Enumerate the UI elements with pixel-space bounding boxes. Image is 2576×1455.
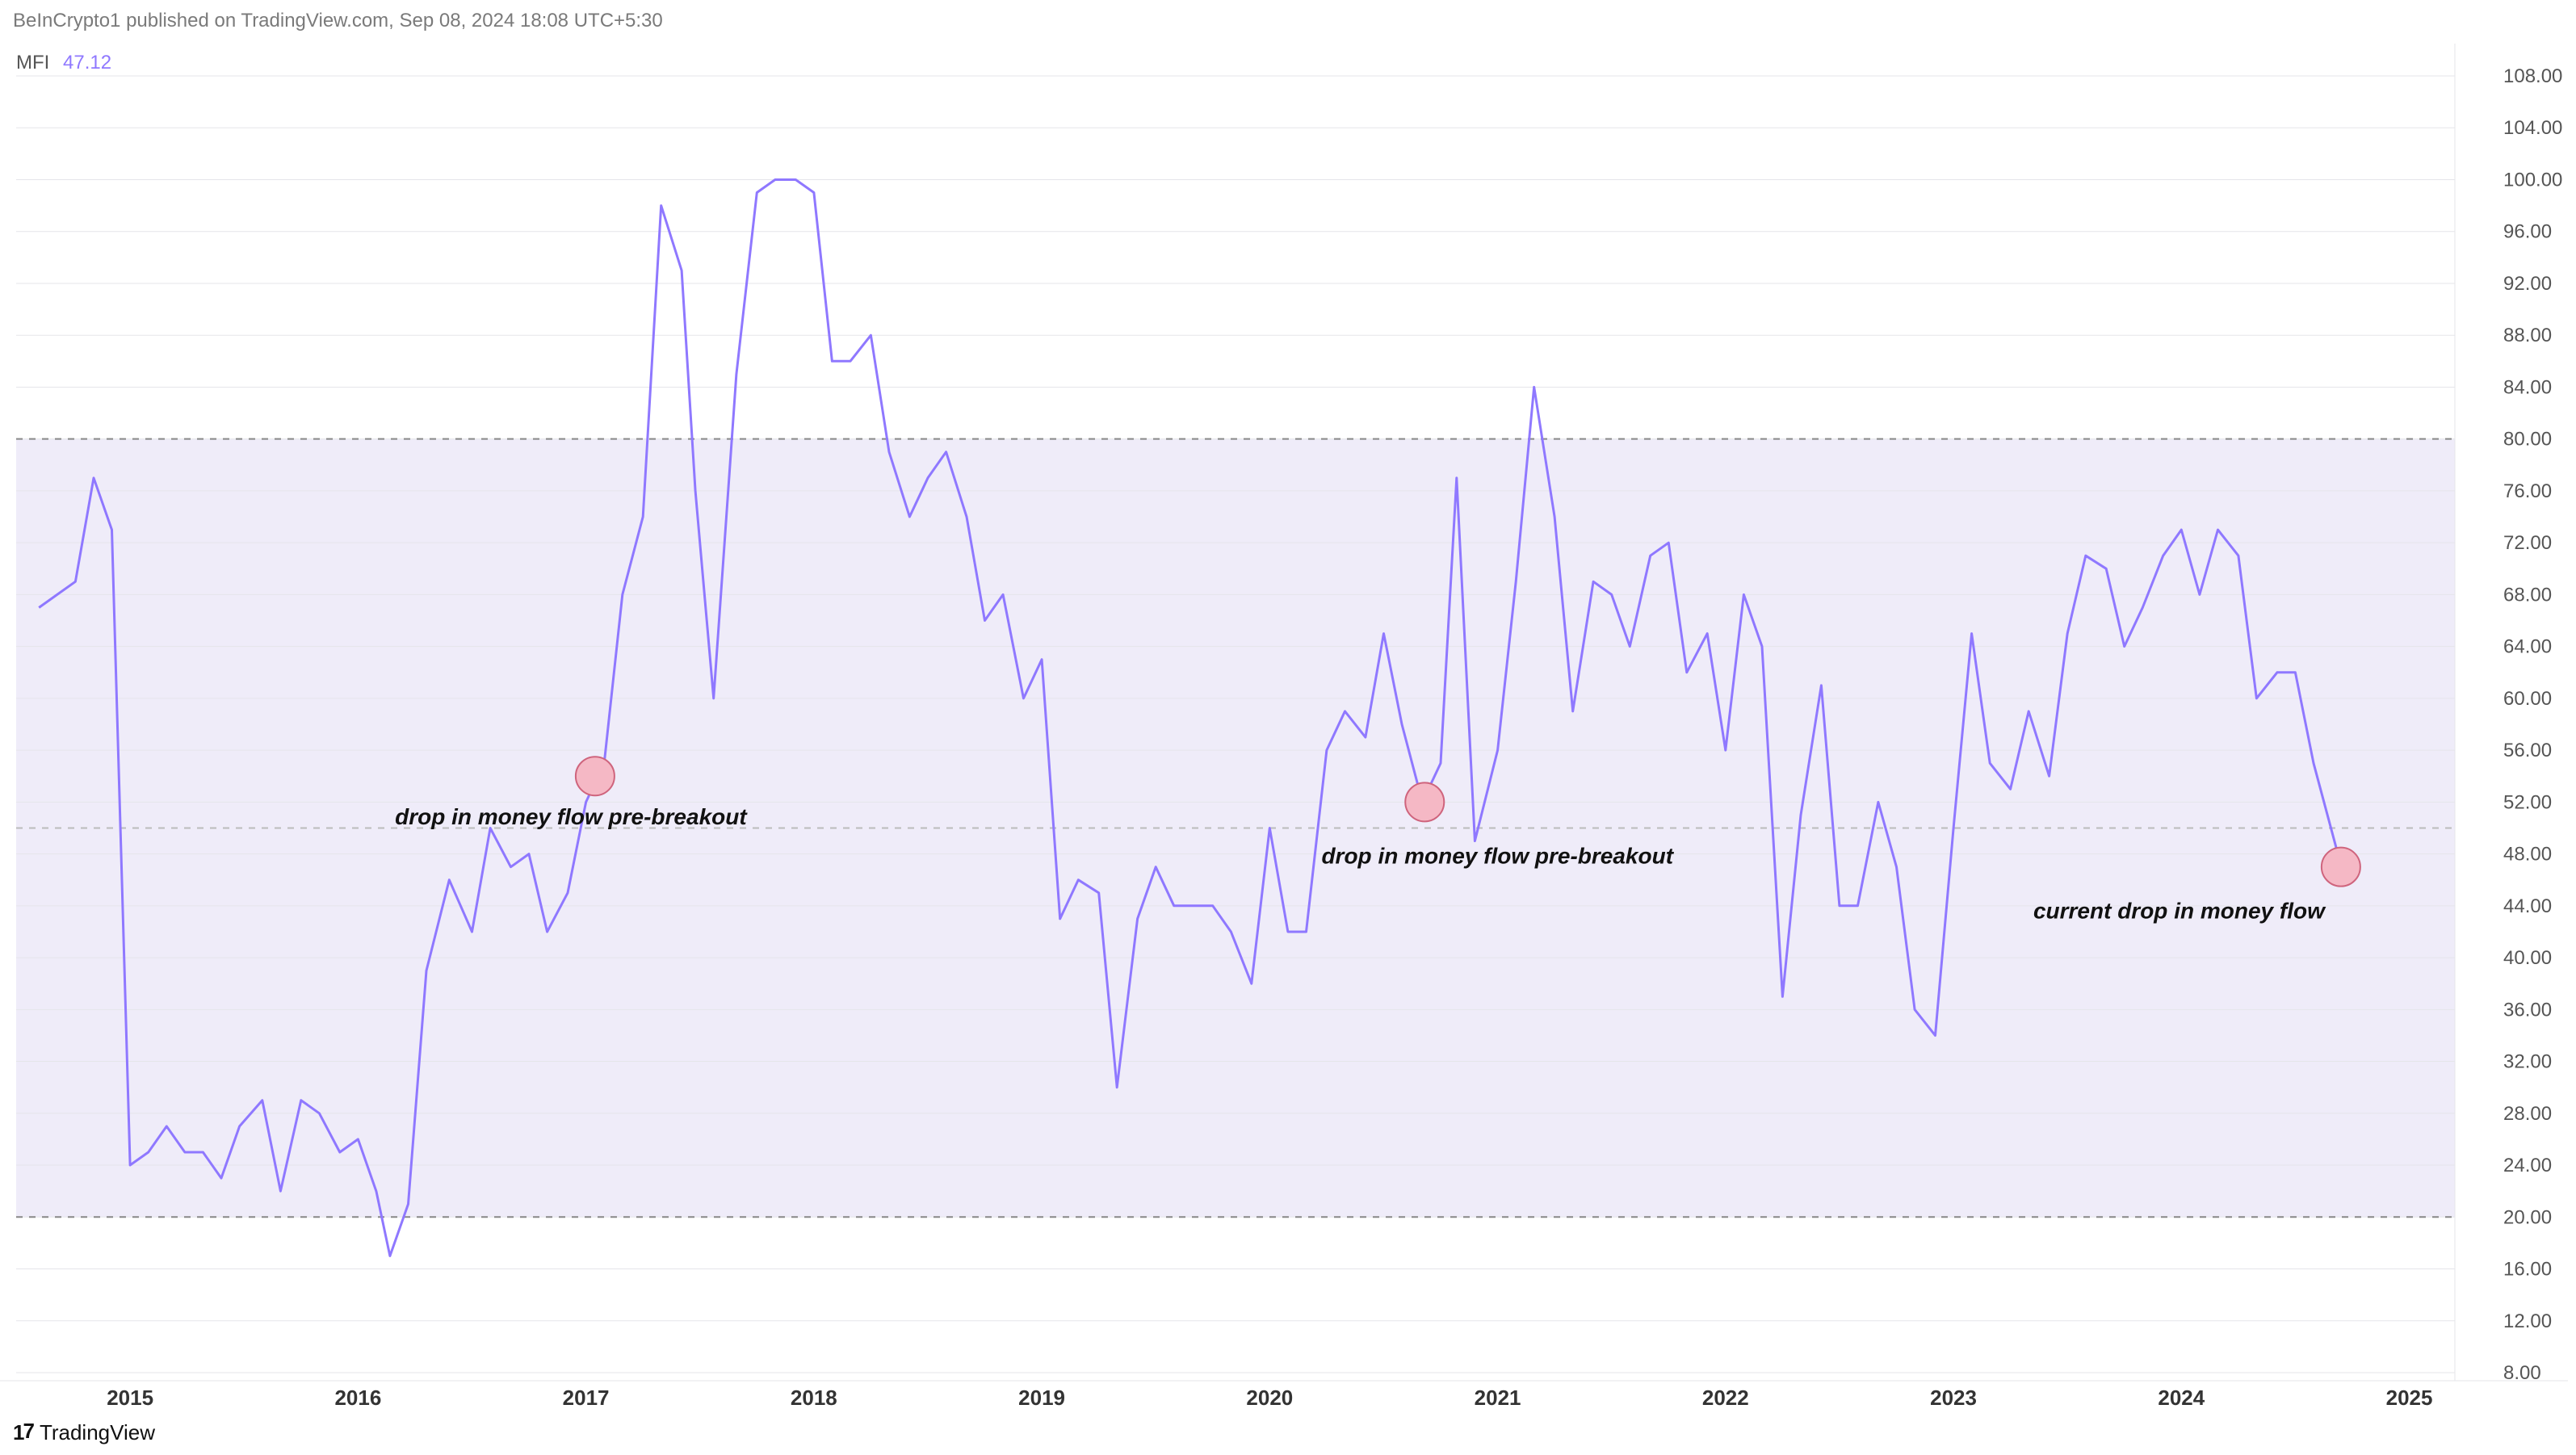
x-tick-label: 2021 bbox=[1475, 1386, 1521, 1410]
chart-container: BeInCrypto1 published on TradingView.com… bbox=[0, 0, 2576, 1455]
annotation-label: drop in money flow pre-breakout bbox=[1321, 843, 1674, 868]
y-tick-label: 96.00 bbox=[2503, 221, 2552, 243]
mfi-chart[interactable]: 8.0012.0016.0020.0024.0028.0032.0036.004… bbox=[0, 0, 2576, 1455]
y-tick-label: 32.00 bbox=[2503, 1051, 2552, 1073]
annotation-marker bbox=[1405, 782, 1444, 821]
y-tick-label: 104.00 bbox=[2503, 117, 2562, 139]
y-tick-label: 12.00 bbox=[2503, 1310, 2552, 1332]
y-tick-label: 52.00 bbox=[2503, 791, 2552, 813]
x-tick-label: 2016 bbox=[334, 1386, 381, 1410]
y-tick-label: 92.00 bbox=[2503, 273, 2552, 295]
y-tick-label: 60.00 bbox=[2503, 688, 2552, 710]
y-tick-label: 108.00 bbox=[2503, 65, 2562, 87]
annotation-marker bbox=[576, 757, 615, 795]
y-tick-label: 68.00 bbox=[2503, 584, 2552, 606]
x-tick-label: 2024 bbox=[2158, 1386, 2205, 1410]
y-tick-label: 28.00 bbox=[2503, 1103, 2552, 1125]
y-tick-label: 36.00 bbox=[2503, 999, 2552, 1021]
y-tick-label: 20.00 bbox=[2503, 1206, 2552, 1228]
y-tick-label: 24.00 bbox=[2503, 1155, 2552, 1176]
x-tick-label: 2019 bbox=[1018, 1386, 1065, 1410]
y-tick-label: 80.00 bbox=[2503, 429, 2552, 451]
y-tick-label: 44.00 bbox=[2503, 895, 2552, 917]
x-tick-label: 2025 bbox=[2386, 1386, 2433, 1410]
x-tick-label: 2017 bbox=[563, 1386, 610, 1410]
y-tick-label: 76.00 bbox=[2503, 480, 2552, 502]
y-tick-label: 64.00 bbox=[2503, 636, 2552, 658]
y-tick-label: 48.00 bbox=[2503, 844, 2552, 866]
y-tick-label: 84.00 bbox=[2503, 376, 2552, 398]
x-tick-label: 2022 bbox=[1702, 1386, 1749, 1410]
tradingview-label: TradingView bbox=[40, 1420, 155, 1445]
y-tick-label: 56.00 bbox=[2503, 740, 2552, 761]
x-tick-label: 2015 bbox=[107, 1386, 153, 1410]
tradingview-logo-icon: 17 bbox=[13, 1420, 33, 1445]
x-tick-label: 2018 bbox=[791, 1386, 837, 1410]
x-tick-label: 2020 bbox=[1246, 1386, 1293, 1410]
y-tick-label: 100.00 bbox=[2503, 169, 2562, 191]
y-tick-label: 72.00 bbox=[2503, 532, 2552, 554]
y-tick-label: 40.00 bbox=[2503, 947, 2552, 969]
y-tick-label: 16.00 bbox=[2503, 1259, 2552, 1281]
x-tick-label: 2023 bbox=[1930, 1386, 1977, 1410]
annotation-label: current drop in money flow bbox=[2033, 899, 2326, 924]
tradingview-attribution: 17 TradingView bbox=[13, 1420, 155, 1445]
annotation-label: drop in money flow pre-breakout bbox=[395, 804, 748, 829]
y-tick-label: 88.00 bbox=[2503, 325, 2552, 346]
annotation-marker bbox=[2322, 848, 2360, 887]
